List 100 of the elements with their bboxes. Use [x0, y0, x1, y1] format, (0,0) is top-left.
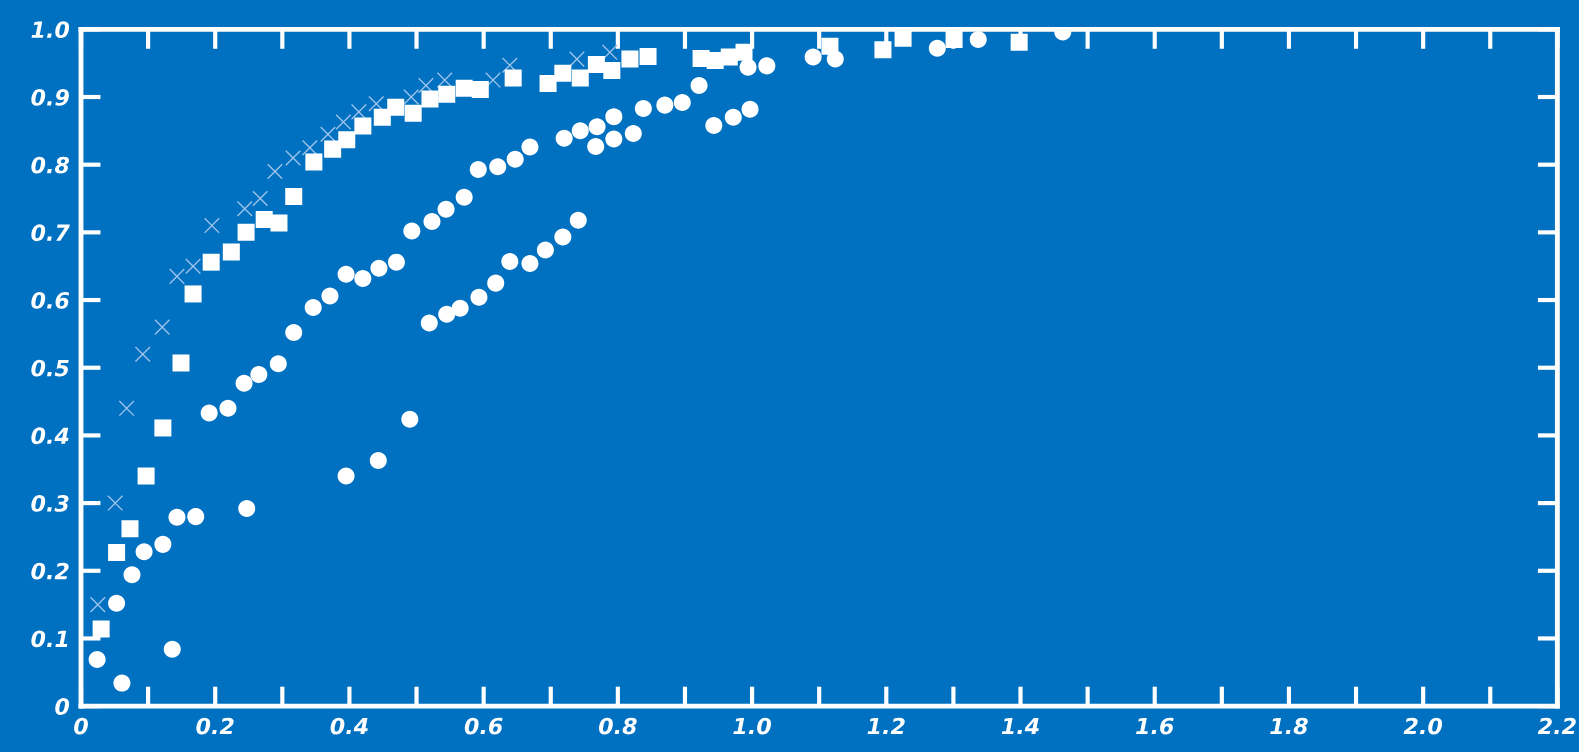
- point: [487, 274, 505, 292]
- point: [285, 149, 302, 166]
- point: [184, 285, 202, 303]
- point: [321, 287, 339, 305]
- point: [656, 96, 674, 114]
- point: [250, 365, 268, 383]
- point: [605, 108, 623, 126]
- x-tick-label: 0.2: [196, 717, 234, 735]
- y-tick-label: 0.8: [31, 156, 70, 174]
- point: [168, 508, 186, 526]
- point: [401, 410, 419, 428]
- point: [504, 69, 522, 87]
- y-tick-label: 0.7: [31, 224, 70, 242]
- point: [928, 39, 946, 57]
- point: [270, 214, 288, 232]
- point: [423, 213, 441, 231]
- point: [874, 41, 892, 59]
- point: [894, 29, 912, 47]
- point: [489, 158, 507, 176]
- y-tick-label: 0.3: [31, 495, 69, 512]
- point: [403, 89, 420, 105]
- point: [569, 211, 587, 229]
- point: [236, 200, 253, 217]
- point: [121, 520, 139, 538]
- point: [266, 163, 283, 180]
- x-tick-label: 1.0: [733, 717, 771, 735]
- point: [154, 419, 172, 437]
- point: [88, 650, 106, 668]
- x-tick-label: 0.8: [598, 717, 637, 735]
- point: [369, 451, 387, 469]
- point: [354, 117, 372, 135]
- point: [741, 100, 759, 118]
- x-tick-label: 2.2: [1537, 717, 1576, 735]
- point: [285, 187, 303, 205]
- point: [219, 399, 237, 417]
- y-tick-label: 0: [55, 698, 70, 715]
- point: [168, 268, 185, 285]
- point: [421, 90, 439, 108]
- point: [187, 508, 205, 526]
- point: [521, 255, 539, 273]
- point: [123, 566, 141, 584]
- point: [739, 58, 757, 76]
- point: [605, 130, 623, 148]
- point: [639, 47, 657, 65]
- y-tick-label: 0.5: [31, 359, 69, 377]
- point: [368, 95, 385, 112]
- point: [521, 138, 539, 156]
- point: [420, 314, 438, 332]
- point: [154, 535, 172, 553]
- point: [319, 126, 336, 143]
- point: [252, 190, 269, 207]
- point: [118, 400, 135, 417]
- point: [720, 48, 738, 66]
- point: [163, 640, 181, 658]
- point: [724, 108, 742, 126]
- point: [235, 374, 253, 392]
- y-tick-label: 0.1: [31, 630, 68, 648]
- point: [705, 116, 723, 134]
- x-tick-label: 0.6: [464, 717, 503, 735]
- point: [571, 122, 589, 140]
- point: [185, 258, 202, 275]
- point: [285, 324, 303, 342]
- point: [501, 57, 518, 74]
- point: [554, 228, 572, 246]
- point: [804, 48, 822, 66]
- x-tick-label: 1.4: [1001, 717, 1039, 735]
- point: [203, 217, 220, 234]
- point: [305, 153, 323, 171]
- point: [387, 253, 405, 271]
- y-tick-label: 0.4: [31, 427, 69, 445]
- point: [554, 64, 572, 82]
- point: [969, 30, 987, 48]
- point: [172, 354, 190, 372]
- point: [555, 129, 573, 147]
- y-tick-label: 0.2: [31, 562, 69, 580]
- point: [438, 85, 456, 103]
- point: [222, 243, 240, 261]
- point: [238, 500, 256, 518]
- point: [588, 118, 606, 136]
- y-tick-label: 1.0: [31, 21, 70, 39]
- point: [470, 288, 488, 306]
- point: [154, 319, 171, 336]
- point: [417, 77, 434, 94]
- point: [455, 188, 473, 206]
- point: [107, 495, 124, 512]
- point: [301, 139, 318, 156]
- y-tick-label: 0.6: [31, 292, 70, 309]
- point: [568, 51, 585, 68]
- point: [338, 131, 356, 149]
- point: [603, 62, 621, 80]
- point: [501, 252, 519, 270]
- point: [108, 543, 126, 561]
- point: [337, 265, 355, 283]
- point: [202, 253, 220, 271]
- point: [373, 108, 391, 126]
- point: [539, 74, 557, 92]
- point: [945, 30, 963, 48]
- point: [403, 222, 421, 240]
- point: [735, 43, 753, 61]
- point: [587, 56, 605, 74]
